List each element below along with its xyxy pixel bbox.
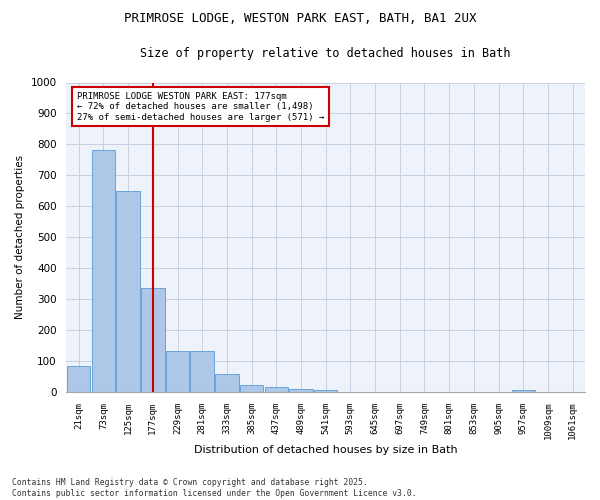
Bar [166,351,189,392]
Text: PRIMROSE LODGE WESTON PARK EAST: 177sqm
← 72% of detached houses are smaller (1,: PRIMROSE LODGE WESTON PARK EAST: 177sqm … [77,92,324,122]
Bar [67,366,91,392]
Bar [116,192,140,392]
Text: Contains HM Land Registry data © Crown copyright and database right 2025.
Contai: Contains HM Land Registry data © Crown c… [12,478,416,498]
Y-axis label: Number of detached properties: Number of detached properties [15,155,25,320]
Bar [141,288,164,392]
Title: Size of property relative to detached houses in Bath: Size of property relative to detached ho… [140,48,511,60]
Text: PRIMROSE LODGE, WESTON PARK EAST, BATH, BA1 2UX: PRIMROSE LODGE, WESTON PARK EAST, BATH, … [124,12,476,26]
X-axis label: Distribution of detached houses by size in Bath: Distribution of detached houses by size … [194,445,458,455]
Bar [190,351,214,392]
Bar [512,390,535,392]
Bar [215,374,239,392]
Bar [314,390,337,392]
Bar [92,150,115,392]
Bar [265,386,288,392]
Bar [240,386,263,392]
Bar [289,389,313,392]
